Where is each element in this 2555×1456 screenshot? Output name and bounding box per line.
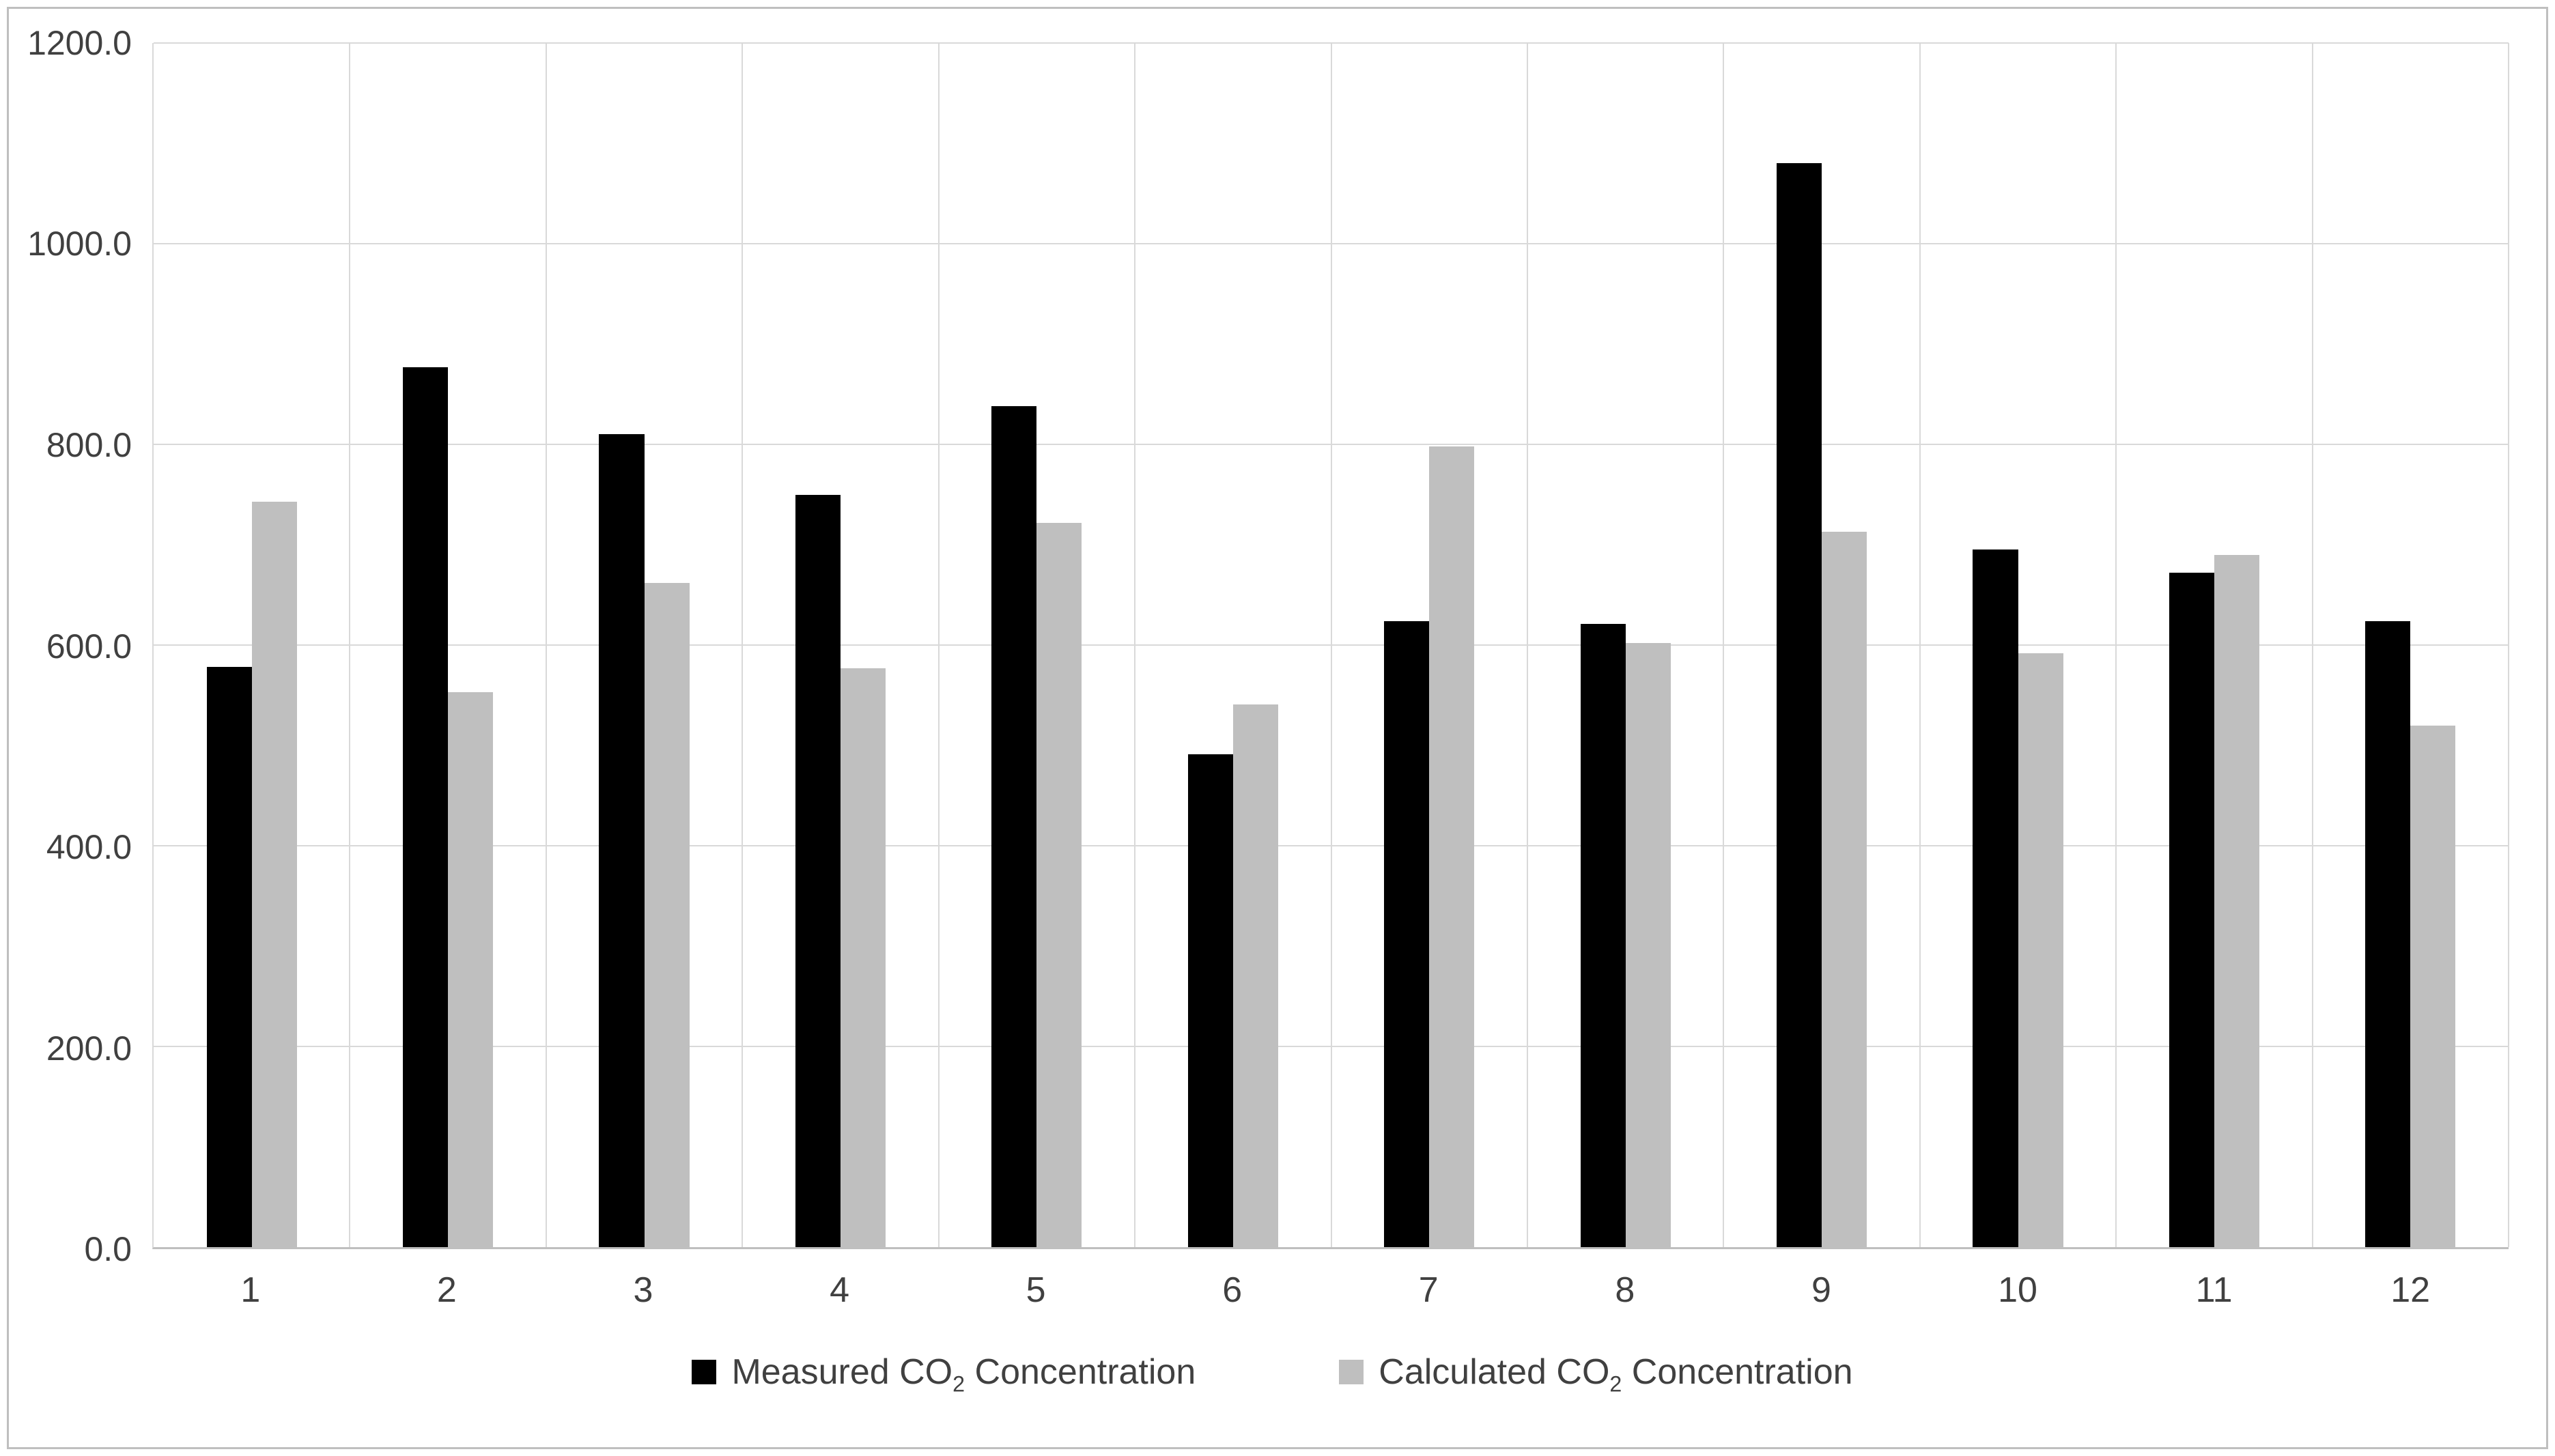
- bar-calculated-3: [644, 582, 690, 1247]
- bar-cells: [154, 43, 2509, 1247]
- bar-measured-8: [1580, 624, 1626, 1247]
- vertical-gridline: [545, 43, 547, 1247]
- y-axis: 0.0 200.0 400.0 600.0 800.0 1000.0 1200.0: [27, 24, 152, 1268]
- legend-label-measured: Measured CO2 Concentration: [731, 1352, 1196, 1397]
- bar-measured-7: [1384, 620, 1430, 1247]
- x-axis: 1 2 3 4 5 6 7 8 9 10 11 12: [152, 1249, 2509, 1321]
- category-cell-3: [546, 43, 742, 1247]
- bar-measured-6: [1187, 754, 1233, 1247]
- y-tick-label: 1200.0: [27, 24, 132, 62]
- category-cell-10: [1920, 43, 2116, 1247]
- y-tick-label: 800.0: [46, 425, 132, 464]
- x-tick-label-2: 2: [436, 1270, 457, 1310]
- category-cell-5: [939, 43, 1135, 1247]
- x-tick-label-9: 9: [1811, 1270, 1831, 1310]
- measured-series-swatch: [692, 1360, 717, 1384]
- category-cell-8: [1527, 43, 1723, 1247]
- category-cell-11: [2116, 43, 2312, 1247]
- vertical-gridline: [1134, 43, 1136, 1247]
- bar-calculated-4: [840, 668, 886, 1247]
- bar-calculated-11: [2214, 554, 2260, 1247]
- vertical-gridline: [1526, 43, 1528, 1247]
- x-tick-label-10: 10: [1998, 1270, 2037, 1310]
- bar-calculated-7: [1429, 446, 1475, 1247]
- bar-calculated-12: [2410, 725, 2456, 1247]
- category-cell-7: [1331, 43, 1527, 1247]
- x-axis-row: 1 2 3 4 5 6 7 8 9 10 11 12: [36, 1249, 2509, 1321]
- bar-measured-11: [2169, 573, 2214, 1247]
- y-tick-label: 0.0: [84, 1230, 132, 1268]
- bar-measured-10: [1973, 549, 2018, 1247]
- y-tick-label: 600.0: [46, 627, 132, 666]
- x-tick-label-5: 5: [1026, 1270, 1046, 1310]
- category-cell-1: [154, 43, 350, 1247]
- bar-calculated-9: [1822, 531, 1867, 1247]
- category-cell-12: [2313, 43, 2509, 1247]
- vertical-gridline: [1919, 43, 1921, 1247]
- x-tick-label-12: 12: [2390, 1270, 2431, 1310]
- plot-row: 0.0 200.0 400.0 600.0 800.0 1000.0 1200.0: [27, 24, 2509, 1268]
- y-tick-label: 200.0: [46, 1029, 132, 1068]
- bar-calculated-6: [1232, 704, 1278, 1247]
- y-tick-label: 400.0: [46, 827, 132, 866]
- bar-measured-2: [403, 367, 449, 1247]
- x-tick-label-11: 11: [2195, 1270, 2233, 1310]
- bar-calculated-1: [251, 501, 297, 1247]
- legend: Measured CO2 Concentration Calculated CO…: [36, 1321, 2509, 1423]
- category-cell-9: [1723, 43, 1919, 1247]
- x-tick-label-7: 7: [1418, 1270, 1439, 1310]
- bar-calculated-8: [1625, 643, 1671, 1247]
- bar-measured-4: [795, 494, 841, 1247]
- vertical-gridline: [349, 43, 351, 1247]
- vertical-gridline: [2115, 43, 2117, 1247]
- bar-calculated-5: [1036, 522, 1082, 1247]
- plot-area: [152, 42, 2509, 1249]
- vertical-gridline: [2311, 43, 2313, 1247]
- vertical-gridline: [937, 43, 940, 1247]
- bar-measured-5: [991, 406, 1037, 1247]
- vertical-gridline: [1723, 43, 1725, 1247]
- calculated-series-swatch: [1339, 1360, 1364, 1384]
- legend-item-measured: Measured CO2 Concentration: [692, 1352, 1196, 1397]
- x-tick-label-6: 6: [1222, 1270, 1243, 1310]
- category-cell-2: [350, 43, 546, 1247]
- bar-measured-1: [206, 667, 252, 1247]
- bar-calculated-2: [448, 692, 494, 1247]
- x-tick-label-4: 4: [830, 1270, 849, 1310]
- bar-measured-3: [599, 434, 645, 1247]
- vertical-gridline: [1330, 43, 1332, 1247]
- vertical-gridline: [2508, 43, 2509, 1247]
- bar-measured-9: [1776, 163, 1822, 1247]
- legend-item-calculated: Calculated CO2 Concentration: [1339, 1352, 1853, 1397]
- bar-measured-12: [2365, 620, 2411, 1247]
- legend-label-calculated: Calculated CO2 Concentration: [1379, 1352, 1853, 1397]
- category-cell-6: [1135, 43, 1331, 1247]
- category-cell-4: [742, 43, 938, 1247]
- vertical-gridline: [742, 43, 744, 1247]
- x-tick-label-8: 8: [1615, 1270, 1635, 1310]
- x-tick-label-3: 3: [633, 1270, 653, 1310]
- y-tick-label: 1000.0: [27, 225, 132, 263]
- x-tick-label-1: 1: [240, 1270, 261, 1310]
- bar-calculated-10: [2018, 653, 2063, 1247]
